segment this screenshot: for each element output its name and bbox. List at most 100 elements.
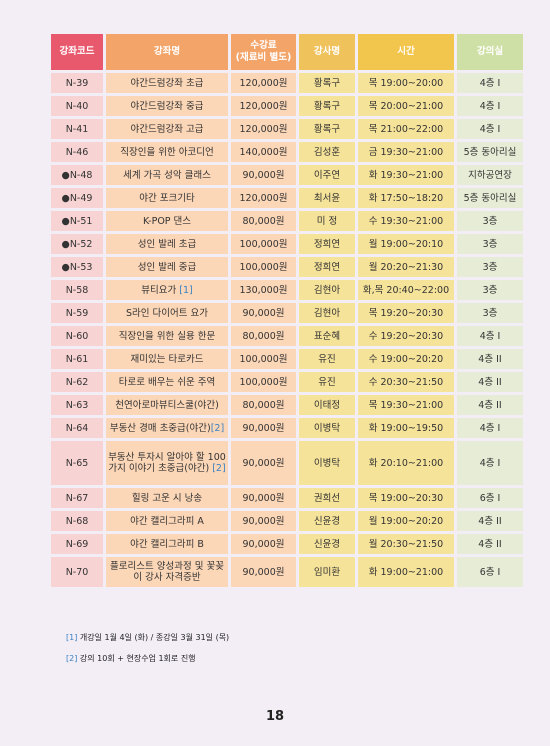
cell-code-text: N-61 xyxy=(65,353,89,365)
cell-name-text: 뷰티요가 xyxy=(141,284,180,296)
cell-fee: 120,000원 xyxy=(231,96,296,116)
cell-name-text: 플로리스트 양성과정 및 꽃꽂이 강사 자격증반 xyxy=(110,561,224,583)
cell-name: 성인 발레 중급 xyxy=(106,257,228,277)
table-row: N-40 야간드럼강좌 중급 120,000원 황록구 목 20:00~21:00 4층 … xyxy=(51,96,523,116)
cell-room: 4층 II xyxy=(457,372,523,392)
course-table: 강좌코드 강좌명 수강료 (재료비 별도) 강사명 시간 강의실 N-39 야간드… xyxy=(48,31,526,590)
cell-time-text: 월 20:30~21:50 xyxy=(368,538,444,550)
cell-time: 화 20:10~21:00 xyxy=(358,441,454,485)
table-row: N-46 직장인을 위한 아코디언 140,000원 김성훈 금 19:30~21:00… xyxy=(51,142,523,162)
cell-name-text: S라인 다이어트 요가 xyxy=(126,307,208,319)
cell-room-text: 4층 II xyxy=(478,399,502,411)
cell-name: 재미있는 타로카드 xyxy=(106,349,228,369)
cell-code-text: N-40 xyxy=(65,100,89,112)
cell-code-text: N-67 xyxy=(65,492,89,504)
cell-room: 5층 동아리실 xyxy=(457,188,523,208)
cell-room-text: 4층 I xyxy=(479,77,501,89)
cell-code-text: N-63 xyxy=(65,399,89,411)
cell-name: 천연아로마뷰티스쿨(야간) xyxy=(106,395,228,415)
cell-name-text: 힐링 고운 시 낭송 xyxy=(131,492,203,504)
cell-room: 3층 xyxy=(457,257,523,277)
cell-code: N-64 xyxy=(51,418,103,438)
cell-room-text: 3층 xyxy=(482,238,498,250)
table-row: N-63 천연아로마뷰티스쿨(야간) 80,000원 이태정 목 19:30~21:00… xyxy=(51,395,523,415)
cell-name: 직장인을 위한 아코디언 xyxy=(106,142,228,162)
cell-fee: 90,000원 xyxy=(231,557,296,587)
table-row: N-60 직장인을 위한 실용 한문 80,000원 표순혜 수 19:20~20:30… xyxy=(51,326,523,346)
cell-fee-text: 80,000원 xyxy=(242,399,285,411)
cell-instructor-text: 김현아 xyxy=(313,307,341,319)
table-row: N-58 뷰티요가 [1] 130,000원 김현아 화,목 20:40~22:00 3층 xyxy=(51,280,523,300)
cell-fee-text: 100,000원 xyxy=(239,353,288,365)
cell-instructor: 정희연 xyxy=(299,257,355,277)
cell-instructor-text: 정희연 xyxy=(313,238,341,250)
cell-instructor-text: 황록구 xyxy=(313,100,341,112)
cell-name: 직장인을 위한 실용 한문 xyxy=(106,326,228,346)
cell-room: 4층 I xyxy=(457,119,523,139)
cell-instructor-text: 황록구 xyxy=(313,123,341,135)
cell-room: 4층 II xyxy=(457,534,523,554)
cell-name: 플로리스트 양성과정 및 꽃꽂이 강사 자격증반 xyxy=(106,557,228,587)
cell-name: 세계 가곡 성악 클래스 xyxy=(106,165,228,185)
cell-fee: 120,000원 xyxy=(231,73,296,93)
cell-instructor: 황록구 xyxy=(299,73,355,93)
cell-time-text: 목 19:20~20:30 xyxy=(368,307,444,319)
cell-time: 화 17:50~18:20 xyxy=(358,188,454,208)
table-row: N-41 야간드럼강좌 고급 120,000원 황록구 목 21:00~22:00 4층 … xyxy=(51,119,523,139)
cell-instructor-text: 이주연 xyxy=(313,169,341,181)
cell-code: N-59 xyxy=(51,303,103,323)
footnote-ref: [2] xyxy=(212,463,226,474)
cell-room-text: 4층 I xyxy=(479,330,501,342)
cell-code-text: N-64 xyxy=(65,422,89,434)
cell-instructor: 표순혜 xyxy=(299,326,355,346)
cell-room-text: 4층 II xyxy=(478,538,502,550)
cell-code: N-40 xyxy=(51,96,103,116)
cell-instructor-text: 김성훈 xyxy=(313,146,341,158)
cell-room: 4층 II xyxy=(457,511,523,531)
cell-code: N-69 xyxy=(51,534,103,554)
footnote-ref: [1] xyxy=(179,284,193,296)
header-room: 강의실 xyxy=(457,34,523,70)
cell-instructor: 권희선 xyxy=(299,488,355,508)
cell-time: 목 19:30~21:00 xyxy=(358,395,454,415)
cell-room: 3층 xyxy=(457,303,523,323)
cell-code-text: ●N-52 xyxy=(61,238,93,250)
cell-name-text: 야간드럼강좌 초급 xyxy=(130,77,204,89)
cell-instructor-text: 정희연 xyxy=(313,261,341,273)
cell-fee: 80,000원 xyxy=(231,326,296,346)
cell-code-text: N-69 xyxy=(65,538,89,550)
cell-name: 타로로 배우는 쉬운 주역 xyxy=(106,372,228,392)
cell-fee-text: 130,000원 xyxy=(239,284,288,296)
cell-time: 목 19:00~20:00 xyxy=(358,73,454,93)
cell-code: ●N-52 xyxy=(51,234,103,254)
cell-code-text: ●N-51 xyxy=(61,215,93,227)
cell-time: 수 19:20~20:30 xyxy=(358,326,454,346)
cell-time: 화,목 20:40~22:00 xyxy=(358,280,454,300)
cell-code-text: N-70 xyxy=(65,566,89,578)
cell-time-text: 수 19:20~20:30 xyxy=(368,330,444,342)
cell-name-text: 부동산 투자시 알아야 할 100가지 이야기 초중급(야간) xyxy=(108,452,226,474)
cell-room-text: 4층 I xyxy=(479,123,501,135)
cell-code: N-58 xyxy=(51,280,103,300)
header-fee-line1: 수강료 xyxy=(250,40,277,51)
cell-code-text: N-62 xyxy=(65,376,89,388)
cell-instructor: 이주연 xyxy=(299,165,355,185)
cell-time: 목 19:00~20:30 xyxy=(358,488,454,508)
cell-instructor: 최서윤 xyxy=(299,188,355,208)
cell-fee: 140,000원 xyxy=(231,142,296,162)
cell-fee: 130,000원 xyxy=(231,280,296,300)
footnotes: [1] 개강일 1월 4일 (화) / 종강일 3월 31일 (목) [2] 강… xyxy=(66,632,229,674)
cell-code: ●N-49 xyxy=(51,188,103,208)
cell-fee-text: 90,000원 xyxy=(242,307,285,319)
table-row: ●N-51 K-POP 댄스 80,000원 미 정 수 19:30~21:00 3층 xyxy=(51,211,523,231)
cell-instructor: 김현아 xyxy=(299,280,355,300)
page-number: 18 xyxy=(265,709,285,724)
cell-fee-text: 140,000원 xyxy=(239,146,288,158)
cell-time: 화 19:00~19:50 xyxy=(358,418,454,438)
cell-code: N-63 xyxy=(51,395,103,415)
cell-instructor-text: 유진 xyxy=(318,376,336,388)
cell-name: 야간드럼강좌 고급 xyxy=(106,119,228,139)
cell-code: ●N-51 xyxy=(51,211,103,231)
table-row: N-62 타로로 배우는 쉬운 주역 100,000원 유진 수 20:30~21:50… xyxy=(51,372,523,392)
